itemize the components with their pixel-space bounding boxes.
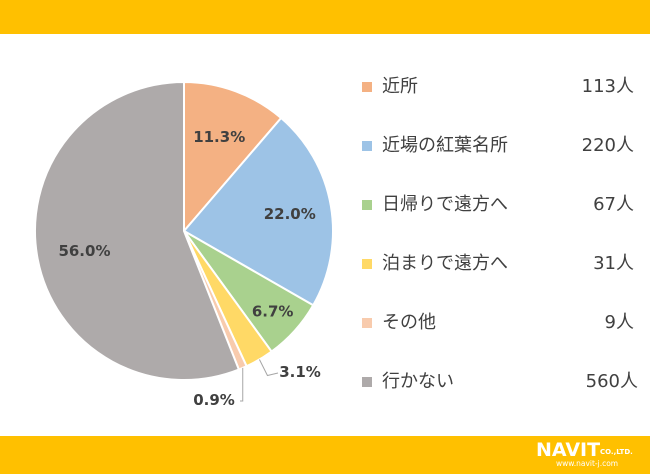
logo-url: www.navit-j.com <box>556 459 619 468</box>
label-leader-line <box>240 367 244 402</box>
company-logo: NAVIT CO.,LTD. www.navit-j.com <box>536 439 644 470</box>
slice-percent-label: 11.3% <box>193 128 245 146</box>
slice-percent-label: 3.1% <box>279 363 321 381</box>
logo-name: NAVIT <box>536 439 601 461</box>
pie-slice <box>182 116 334 307</box>
slice-percent-label: 6.7% <box>252 303 294 321</box>
label-leader-line <box>258 359 279 377</box>
pie-slice <box>34 80 241 381</box>
logo-company-suffix: CO.,LTD. <box>600 448 633 456</box>
slice-percent-label: 22.0% <box>264 205 316 223</box>
bottom-banner <box>0 436 650 474</box>
top-banner <box>0 0 650 34</box>
slice-percent-label: 56.0% <box>58 242 110 260</box>
pie-slice <box>183 80 283 234</box>
slice-percent-label: 0.9% <box>193 391 235 409</box>
